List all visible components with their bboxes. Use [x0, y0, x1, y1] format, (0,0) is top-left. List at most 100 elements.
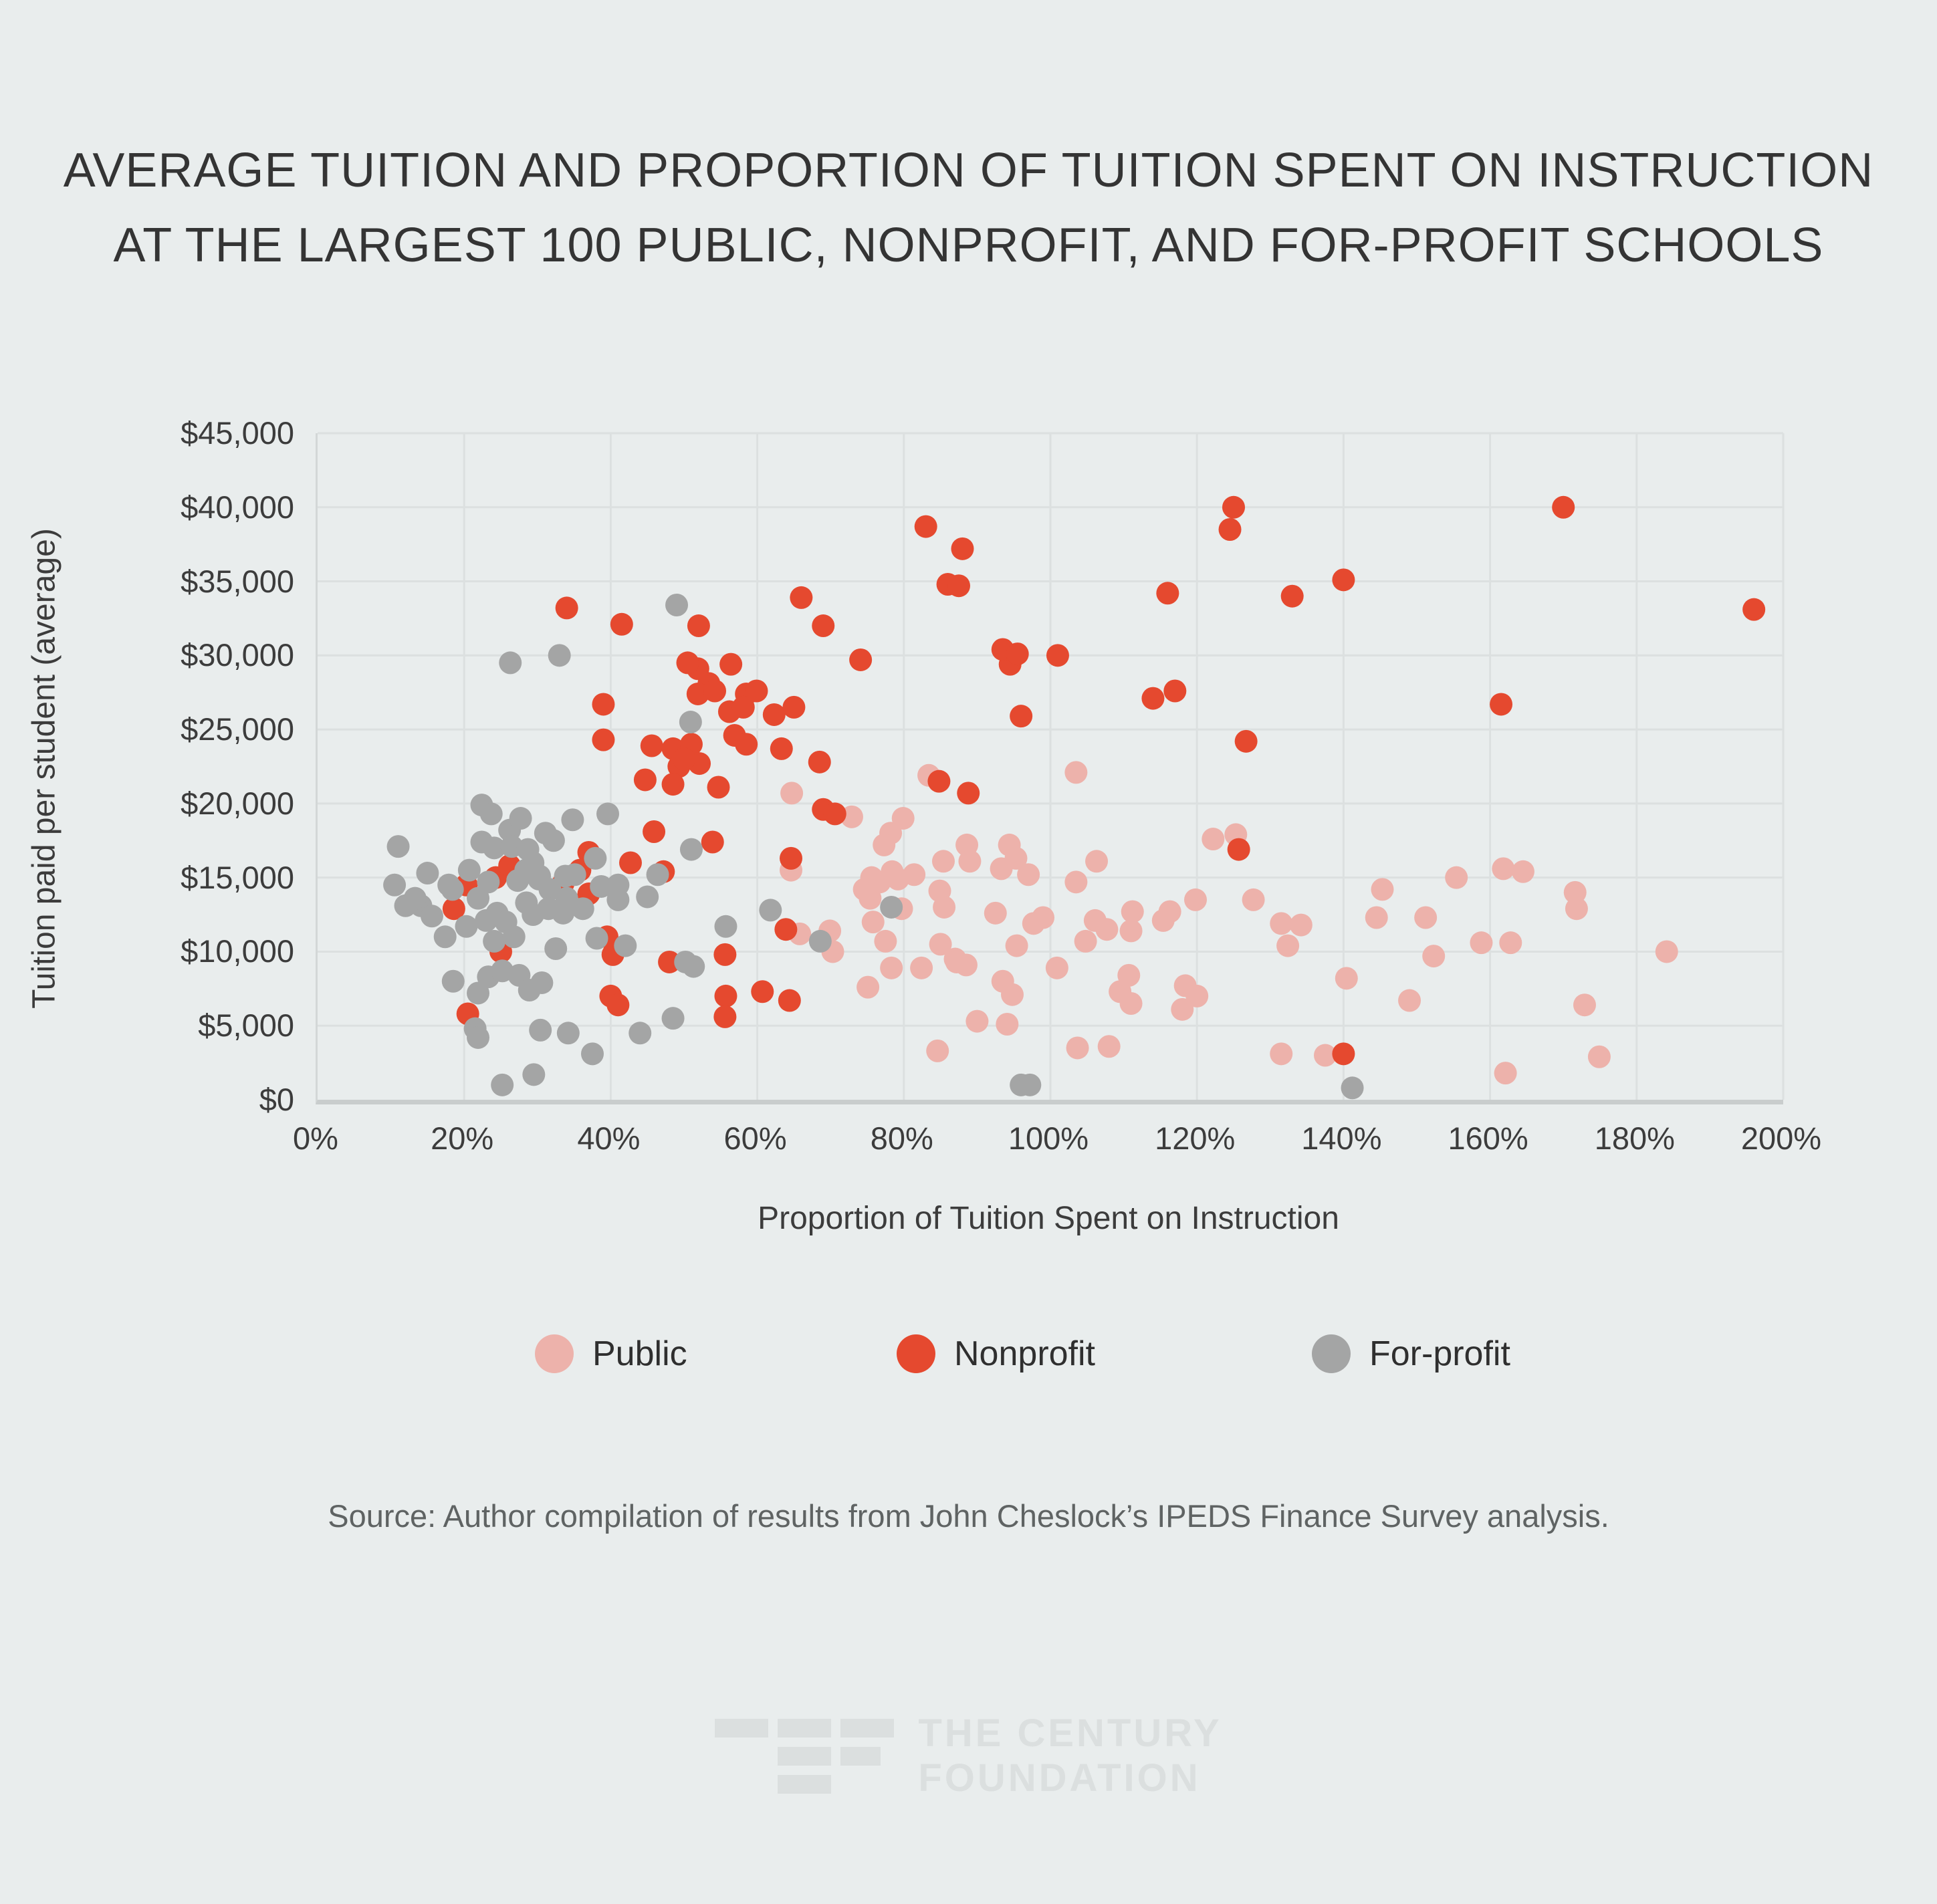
data-point-for-profit: [467, 1026, 490, 1049]
data-point-nonprofit: [947, 574, 970, 598]
data-point-for-profit: [483, 929, 506, 953]
data-point-public: [852, 878, 876, 901]
data-point-for-profit: [457, 858, 481, 882]
data-point-for-profit: [585, 927, 608, 950]
data-point-nonprofit: [1742, 598, 1766, 621]
data-point-public: [880, 956, 903, 979]
data-point-public: [1171, 997, 1194, 1021]
data-point-for-profit: [420, 905, 443, 928]
data-point-nonprofit: [703, 679, 727, 703]
data-point-public: [1064, 761, 1088, 784]
data-point-public: [874, 929, 897, 953]
y-tick-label: $5,000: [198, 1007, 294, 1044]
data-point-nonprofit: [1490, 693, 1513, 716]
y-axis-ticks: $0 $5,000 $10,000 $15,000 $20,000 $25,000 $30,…: [0, 415, 294, 1117]
data-point-nonprofit: [606, 993, 630, 1017]
data-point-for-profit: [477, 870, 500, 894]
x-tick-label: 80%: [870, 1120, 933, 1156]
legend: Public Nonprofit For-profit: [0, 1334, 1937, 1387]
data-point-for-profit: [563, 863, 586, 886]
data-point-for-profit: [437, 873, 461, 897]
data-point-public: [780, 782, 804, 805]
data-point-for-profit: [548, 644, 571, 667]
data-point-public: [926, 1039, 949, 1062]
data-point-nonprofit: [1227, 838, 1250, 861]
data-point-nonprofit: [442, 897, 465, 921]
x-tick-label: 140%: [1301, 1120, 1382, 1156]
data-point-nonprofit: [719, 652, 743, 676]
data-point-for-profit: [544, 937, 568, 961]
logo-bar-row: [715, 1746, 894, 1766]
data-point-public: [1066, 1036, 1089, 1060]
legend-label: Nonprofit: [954, 1334, 1095, 1373]
data-point-for-profit: [646, 863, 669, 886]
data-point-public: [1184, 888, 1208, 911]
data-point-nonprofit: [745, 679, 768, 703]
data-point-public: [873, 833, 896, 856]
x-tick-label: 160%: [1448, 1120, 1528, 1156]
data-point-for-profit: [394, 894, 417, 917]
data-point-for-profit: [629, 1022, 652, 1045]
data-point-for-profit: [880, 895, 903, 919]
legend-swatch-icon: [1312, 1334, 1351, 1373]
data-point-public: [840, 805, 863, 828]
x-tick-label: 180%: [1594, 1120, 1675, 1156]
data-point-public: [1017, 863, 1040, 886]
data-point-public: [1045, 956, 1068, 979]
data-point-nonprofit: [713, 1005, 737, 1028]
data-point-for-profit: [714, 915, 737, 938]
data-point-nonprofit: [686, 682, 709, 705]
logo-bar-row: [715, 1774, 894, 1794]
data-point-public: [931, 850, 955, 873]
data-point-public: [1097, 1035, 1121, 1058]
data-point-public: [1563, 880, 1587, 904]
data-point-for-profit: [1018, 1073, 1042, 1096]
data-point-public: [1398, 989, 1421, 1012]
data-point-public: [1085, 850, 1109, 873]
data-point-public: [1119, 991, 1143, 1015]
data-point-nonprofit: [1280, 584, 1304, 608]
data-point-nonprofit: [1163, 679, 1187, 703]
data-point-for-profit: [661, 1007, 685, 1030]
data-point-for-profit: [808, 929, 832, 953]
y-tick-label: $40,000: [181, 489, 294, 525]
logo-bar-row: [715, 1718, 895, 1738]
data-point-nonprofit: [735, 733, 758, 756]
data-point-nonprofit: [1332, 568, 1355, 592]
data-point-public: [1270, 1042, 1293, 1066]
data-point-for-profit: [665, 594, 689, 617]
data-point-for-profit: [679, 711, 702, 734]
chart-title: AVERAGE TUITION AND PROPORTION OF TUITIO…: [0, 134, 1937, 283]
data-point-nonprofit: [778, 989, 801, 1012]
legend-item-public: Public: [535, 1334, 687, 1374]
data-point-for-profit: [522, 1063, 546, 1086]
data-point-public: [1289, 913, 1313, 937]
legend-swatch-icon: [897, 1334, 935, 1373]
data-point-public: [1095, 918, 1119, 941]
data-point-public: [1445, 866, 1468, 889]
data-point-nonprofit: [676, 651, 699, 675]
data-point-public: [1005, 934, 1028, 957]
data-point-nonprofit: [1222, 495, 1245, 519]
data-point-nonprofit: [762, 703, 786, 726]
data-point-for-profit: [416, 862, 439, 885]
data-point-nonprofit: [658, 950, 681, 973]
x-axis-title: Proportion of Tuition Spent on Instructi…: [758, 1201, 1339, 1236]
data-point-public: [1158, 900, 1181, 923]
data-point-for-profit: [590, 874, 613, 898]
data-point-nonprofit: [661, 773, 685, 796]
data-point-public: [1414, 906, 1438, 929]
data-point-for-profit: [552, 901, 575, 925]
data-point-nonprofit: [812, 614, 835, 638]
century-foundation-logo: THE CENTURY FOUNDATION: [0, 1711, 1937, 1800]
x-tick-label: 0%: [293, 1120, 338, 1156]
data-point-public: [857, 975, 880, 999]
data-point-for-profit: [530, 971, 554, 994]
y-tick-label: $30,000: [181, 637, 294, 673]
data-point-nonprofit: [633, 768, 657, 792]
data-point-public: [1422, 945, 1446, 968]
data-point-nonprofit: [610, 612, 633, 636]
chart-title-line2: AT THE LARGEST 100 PUBLIC, NONPROFIT, AN…: [113, 218, 1824, 272]
scatter-plot: [318, 432, 1785, 1100]
data-point-for-profit: [571, 897, 594, 921]
